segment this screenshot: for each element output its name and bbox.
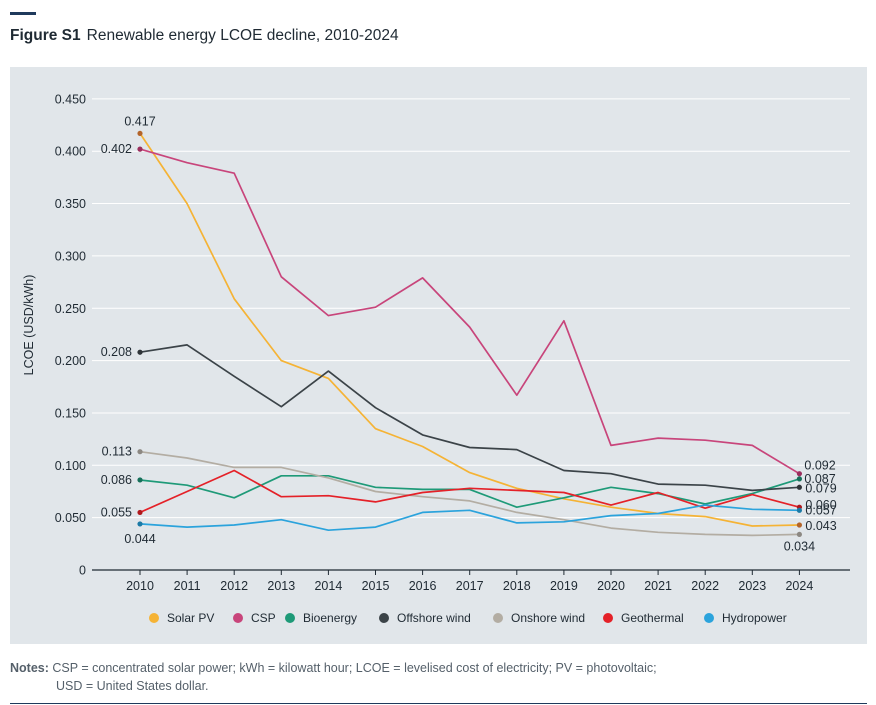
- legend-swatch-hydropower: [704, 613, 714, 623]
- end-value-label-offshore-wind: 0.079: [805, 481, 836, 495]
- notes-line-1: CSP = concentrated solar power; kWh = ki…: [52, 661, 657, 675]
- start-marker-hydropower: [137, 521, 143, 527]
- start-value-label-bioenergy: 0.086: [101, 473, 132, 487]
- top-accent-rule: [10, 12, 36, 15]
- end-marker-offshore-wind: [796, 484, 803, 490]
- legend-swatch-offshore-wind: [379, 613, 389, 623]
- series-line-csp: [139, 148, 800, 475]
- figure-title: Figure S1 Renewable energy LCOE decline, …: [10, 27, 399, 45]
- start-marker-solar-pv: [137, 130, 143, 137]
- x-tick-label: 2012: [220, 579, 248, 593]
- legend-swatch-solar-pv: [149, 613, 159, 623]
- bottom-rule: [10, 703, 867, 704]
- series-line-geothermal: [139, 469, 800, 514]
- y-tick-label: 0.400: [55, 145, 86, 159]
- end-value-label-geothermal: 0.060: [805, 498, 836, 512]
- y-tick-label: 0.300: [55, 249, 86, 263]
- start-marker-offshore-wind: [137, 349, 143, 355]
- x-tick-label: 2022: [691, 579, 719, 593]
- series-line-onshore-wind: [139, 450, 800, 537]
- end-marker-hydropower: [796, 507, 803, 513]
- series-line-solar-pv: [139, 132, 800, 527]
- y-tick-label: 0.150: [55, 406, 86, 420]
- end-value-label-bioenergy: 0.087: [804, 472, 835, 486]
- x-tick-label: 2011: [174, 579, 201, 593]
- chart-panel: 0 0.050 0.100 0.150 0.200 0.250 0.300 0.350 0.40…: [10, 67, 867, 644]
- notes-line-2: USD = United States dollar.: [56, 679, 209, 693]
- y-tick-label: 0.050: [55, 511, 86, 525]
- notes-label: Notes:: [10, 661, 49, 675]
- series-line-hydropower: [139, 504, 800, 532]
- series-line-offshore-wind: [139, 344, 800, 492]
- x-tick-label: 2019: [550, 579, 578, 593]
- legend-swatch-bioenergy: [285, 613, 295, 623]
- series-line-bioenergy: [139, 474, 800, 509]
- start-value-label-hydropower: 0.044: [124, 532, 155, 546]
- notes: Notes: CSP = concentrated solar power; k…: [10, 659, 830, 695]
- y-tick-label: 0.350: [55, 197, 86, 211]
- end-value-label-onshore-wind: 0.034: [784, 539, 815, 553]
- start-value-label-onshore-wind: 0.113: [102, 445, 132, 459]
- x-tick-label: 2016: [409, 579, 437, 593]
- figure-label: Figure S1: [10, 27, 81, 44]
- x-tick-label: 2014: [314, 579, 342, 593]
- start-marker-bioenergy: [137, 477, 143, 483]
- legend-label-bioenergy: Bioenergy: [303, 611, 357, 625]
- end-value-label-hydropower: 0.057: [805, 503, 836, 517]
- end-marker-bioenergy: [796, 476, 803, 482]
- x-tick-label: 2020: [597, 579, 625, 593]
- y-axis-title: LCOE (USD/kWh): [22, 275, 36, 376]
- end-value-label-solar-pv: 0.043: [805, 519, 836, 533]
- end-marker-solar-pv: [796, 522, 803, 528]
- x-tick-label: 2023: [738, 579, 766, 593]
- legend-label-geothermal: Geothermal: [621, 611, 684, 625]
- legend-label-csp: CSP: [251, 611, 276, 625]
- legend-swatch-onshore-wind: [493, 613, 503, 623]
- figure-title-text: Renewable energy LCOE decline, 2010-2024: [86, 27, 399, 44]
- legend-label-onshore-wind: Onshore wind: [511, 611, 585, 625]
- legend-label-solar-pv: Solar PV: [167, 611, 214, 625]
- end-marker-onshore-wind: [796, 531, 803, 538]
- y-tick-label: 0.250: [55, 302, 86, 316]
- start-value-label-geothermal: 0.055: [101, 505, 132, 519]
- x-tick-label: 2010: [126, 579, 154, 593]
- end-marker-csp: [796, 471, 803, 477]
- line-chart: 0 0.050 0.100 0.150 0.200 0.250 0.300 0.350 0.40…: [22, 92, 850, 625]
- y-tick-label: 0.100: [55, 459, 86, 473]
- start-value-label-offshore-wind: 0.208: [101, 345, 132, 359]
- end-value-label-csp: 0.092: [804, 459, 835, 473]
- x-tick-label: 2013: [267, 579, 295, 593]
- start-value-label-solar-pv: 0.417: [124, 114, 155, 128]
- start-marker-onshore-wind: [137, 449, 143, 455]
- legend-swatch-csp: [233, 613, 243, 623]
- start-marker-csp: [137, 146, 143, 152]
- legend-label-offshore-wind: Offshore wind: [397, 611, 471, 625]
- x-tick-label: 2018: [503, 579, 531, 593]
- x-tick-label: 2021: [644, 579, 672, 593]
- legend-label-hydropower: Hydropower: [722, 611, 787, 625]
- start-value-label-csp: 0.402: [101, 142, 132, 156]
- y-tick-label: 0.450: [55, 92, 86, 106]
- start-marker-geothermal: [137, 509, 143, 516]
- legend-swatch-geothermal: [603, 613, 613, 623]
- x-tick-label: 2017: [456, 579, 484, 593]
- x-tick-label: 2024: [785, 579, 813, 593]
- x-tick-label: 2015: [362, 579, 390, 593]
- y-tick-label: 0.200: [55, 354, 86, 368]
- y-tick-label: 0: [79, 564, 86, 578]
